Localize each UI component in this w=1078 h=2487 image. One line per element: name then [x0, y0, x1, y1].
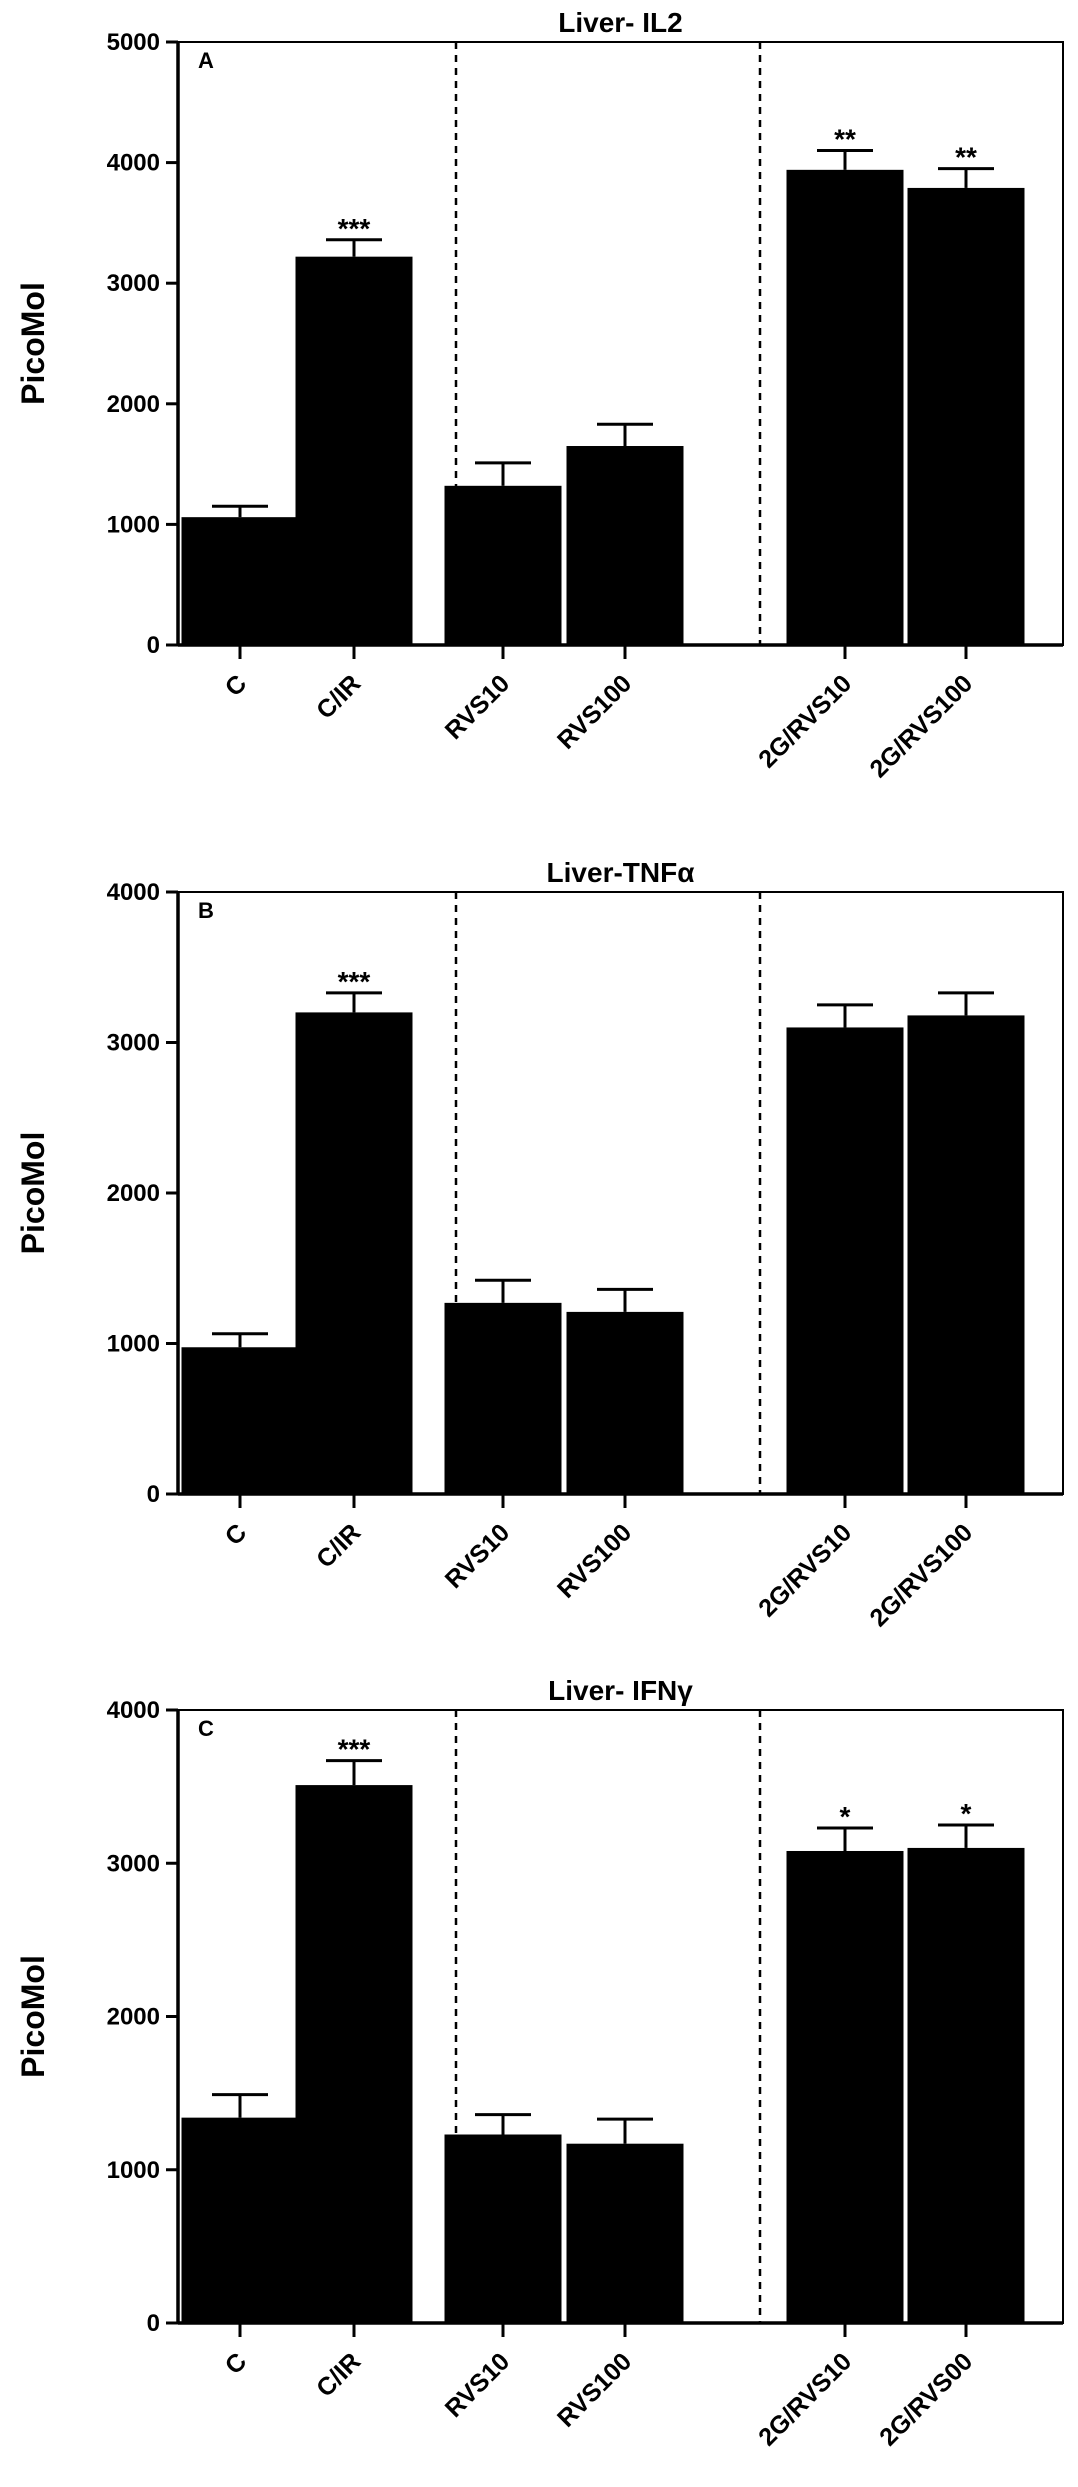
x-tick-label: C/IR [311, 669, 366, 724]
x-tick-label: C/IR [311, 1518, 366, 1573]
chart-panel-3: Liver- IFNγ C PicoMol C *** C/IR RVS10 RVS100 * 2… [15, 1675, 1064, 2451]
bar-c-ir [295, 1012, 413, 1494]
panel-label: C [198, 1716, 214, 1741]
x-tick-label: RVS10 [440, 1518, 515, 1593]
x-tick-label: 2G/RVS00 [874, 2347, 978, 2451]
bar-rvs10 [444, 1302, 562, 1494]
chart-panel-1: Liver- IL2 A PicoMol C *** C/IR RVS10 RVS100 ** 2… [15, 7, 1064, 783]
chart-title: Liver- IL2 [558, 7, 682, 38]
significance-marker: ** [834, 124, 856, 155]
x-tick-label: RVS10 [440, 669, 515, 744]
y-tick-label: 3000 [107, 1030, 160, 1057]
x-tick-label: 2G/RVS10 [753, 2347, 857, 2451]
bar-c-ir [295, 256, 413, 645]
y-tick-label: 0 [147, 632, 160, 659]
x-tick-label: C [220, 669, 253, 702]
x-tick-label: 2G/RVS100 [864, 669, 978, 783]
y-tick-label: 2000 [107, 391, 160, 418]
bar-2g-rvs100 [907, 1015, 1025, 1494]
y-axis-label: PicoMol [15, 282, 51, 405]
bar-c-ir [295, 1785, 413, 2323]
x-tick-label: C [220, 2347, 253, 2380]
x-tick-label: RVS10 [440, 2347, 515, 2422]
significance-marker: *** [338, 966, 371, 997]
y-tick-label: 4000 [107, 1697, 160, 1724]
bar-2g-rvs10 [786, 1027, 904, 1494]
y-tick-label: 0 [147, 2310, 160, 2337]
bar-2g-rvs10 [786, 1850, 904, 2323]
x-tick-label: RVS100 [552, 669, 637, 754]
x-tick-label: RVS100 [552, 1518, 637, 1603]
bar-rvs10 [444, 485, 562, 645]
y-tick-label: 1000 [107, 2157, 160, 2184]
y-tick-label: 4000 [107, 879, 160, 906]
panel-label: B [198, 898, 214, 923]
y-axis-label: PicoMol [15, 1955, 51, 2078]
y-tick-label: 3000 [107, 1850, 160, 1877]
significance-marker: ** [955, 142, 977, 173]
significance-marker: *** [338, 1734, 371, 1765]
bar-rvs100 [566, 1311, 684, 1494]
bar-rvs100 [566, 2143, 684, 2323]
x-tick-label: C/IR [311, 2347, 366, 2402]
chart-title: Liver- IFNγ [548, 1675, 693, 1706]
y-tick-label: 2000 [107, 2004, 160, 2031]
panel-label: A [198, 48, 214, 73]
bar-2g-rvs100 [907, 187, 1025, 645]
x-tick-label: C [220, 1518, 253, 1551]
y-tick-label: 1000 [107, 511, 160, 538]
bar-c [181, 2117, 299, 2323]
y-axis-label: PicoMol [15, 1132, 51, 1255]
x-tick-label: RVS100 [552, 2347, 637, 2432]
significance-marker: * [961, 1798, 972, 1829]
bar-c [181, 1347, 299, 1494]
bar-c [181, 517, 299, 645]
bar-2g-rvs00 [907, 1847, 1025, 2323]
y-tick-label: 1000 [107, 1331, 160, 1358]
y-tick-label: 0 [147, 1481, 160, 1508]
x-tick-label: 2G/RVS10 [753, 669, 857, 773]
significance-marker: *** [338, 213, 371, 244]
bar-2g-rvs10 [786, 169, 904, 645]
chart-panel-2: Liver-TNFα B PicoMol C *** C/IR RVS10 RVS100 2G/… [15, 857, 1064, 1632]
x-tick-label: 2G/RVS10 [753, 1518, 857, 1622]
significance-marker: * [840, 1801, 851, 1832]
y-tick-label: 5000 [107, 29, 160, 56]
x-tick-label: 2G/RVS100 [864, 1518, 978, 1632]
y-tick-label: 2000 [107, 1180, 160, 1207]
bar-rvs10 [444, 2134, 562, 2323]
y-tick-label: 4000 [107, 150, 160, 177]
y-tick-label: 3000 [107, 270, 160, 297]
bar-rvs100 [566, 446, 684, 645]
chart-title: Liver-TNFα [547, 857, 695, 888]
